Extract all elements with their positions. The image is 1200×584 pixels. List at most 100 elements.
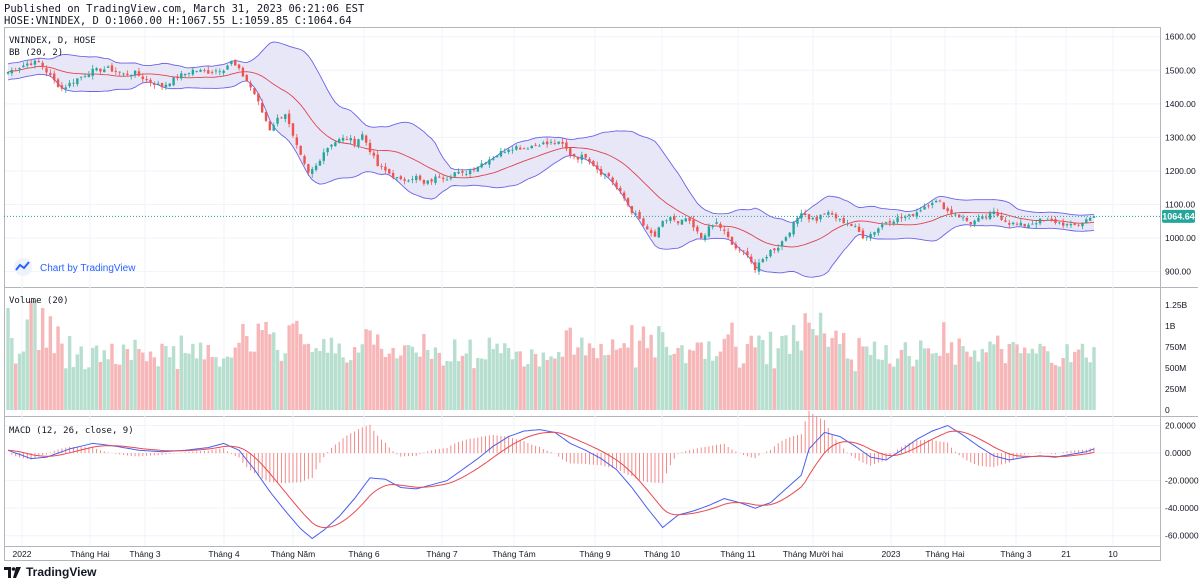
volume-legend[interactable]: Volume (20) <box>9 296 69 306</box>
volume-bar <box>919 340 923 410</box>
price-tick-label: 1300.00 <box>1165 132 1196 142</box>
candle-body <box>753 262 757 271</box>
volume-bar <box>114 363 118 410</box>
candle-body <box>415 175 418 181</box>
candle-body <box>168 83 171 87</box>
candle-body <box>884 222 888 223</box>
volume-bar <box>91 347 95 410</box>
volume-bar <box>221 358 226 410</box>
volume-bar <box>445 360 449 410</box>
time-tick-label: Tháng Mười hai <box>783 549 844 559</box>
volume-bar <box>1080 343 1085 410</box>
candle-body <box>807 214 811 220</box>
candle-body <box>584 153 587 158</box>
candle-body <box>865 236 868 238</box>
candle-body <box>326 148 329 153</box>
volume-bar <box>164 345 168 410</box>
volume-bar <box>915 359 919 410</box>
candle-body <box>453 172 456 177</box>
volume-bar <box>568 327 572 410</box>
symbol-legend[interactable]: VNINDEX, D, HOSE <box>9 36 96 46</box>
candle-body <box>869 234 872 239</box>
volume-bar <box>861 346 865 410</box>
volume-bar <box>67 336 72 410</box>
volume-bar <box>734 346 738 410</box>
volume-bar <box>468 339 472 410</box>
volume-bar <box>599 343 603 410</box>
candle-body <box>468 170 472 175</box>
volume-bar <box>241 324 245 410</box>
candle-body <box>226 65 229 70</box>
volume-bar <box>880 359 884 410</box>
volume-bar <box>996 335 1000 410</box>
candle-body <box>480 163 483 168</box>
time-tick-label: Tháng 3 <box>1000 549 1031 559</box>
volume-bar <box>1030 348 1035 410</box>
time-tick-label: Tháng 6 <box>348 549 379 559</box>
candle-body <box>1042 220 1046 221</box>
volume-bar <box>826 346 830 410</box>
volume-bar <box>64 368 68 410</box>
candle-body <box>361 134 364 140</box>
candle-body <box>950 209 953 214</box>
candle-body <box>780 241 784 247</box>
volume-bar <box>414 352 418 410</box>
volume-bar <box>768 331 773 410</box>
candle-body <box>815 217 818 221</box>
volume-bar <box>329 337 334 410</box>
candle-body <box>915 212 919 217</box>
candle-body <box>488 159 491 165</box>
candle-body <box>318 160 322 166</box>
volume-bar <box>1019 353 1023 410</box>
volume-bar <box>926 348 931 410</box>
volume-bar <box>491 349 495 410</box>
candle-body <box>518 147 522 150</box>
bb-legend[interactable]: BB (20, 2) <box>9 48 63 58</box>
volume-bar <box>387 353 391 410</box>
volume-bar <box>660 332 665 410</box>
candle-body <box>769 249 772 257</box>
candle-body <box>942 202 946 210</box>
candle-body <box>153 83 156 85</box>
candlestick-series <box>6 58 1096 275</box>
volume-bar <box>637 340 642 410</box>
candle-body <box>457 171 460 174</box>
candle-body <box>661 221 664 227</box>
volume-bar <box>1046 351 1050 410</box>
volume-bar <box>738 367 742 410</box>
candle-body <box>295 137 299 145</box>
volume-bar <box>657 326 661 410</box>
time-tick-label: 10 <box>1108 549 1118 559</box>
footer-brand[interactable]: TradingView <box>4 565 96 579</box>
volume-bar <box>237 342 241 410</box>
volume-bar <box>402 345 407 410</box>
volume-bar <box>33 300 37 410</box>
volume-bar <box>664 346 669 410</box>
candle-body <box>180 73 183 79</box>
candle-body <box>160 83 164 88</box>
volume-bar <box>614 349 619 410</box>
candle-body <box>854 226 857 227</box>
volume-bar <box>171 346 176 410</box>
macd-legend[interactable]: MACD (12, 26, close, 9) <box>9 426 134 436</box>
time-tick-label: Tháng 3 <box>129 549 160 559</box>
volume-bar <box>83 369 87 410</box>
candle-body <box>330 144 333 147</box>
candle-body <box>426 180 429 184</box>
candle-body <box>345 139 349 140</box>
price-tick-label: 1600.00 <box>1165 32 1196 42</box>
candle-body <box>103 69 106 73</box>
volume-bar <box>360 344 364 410</box>
tradingview-watermark[interactable]: Chart by TradingView <box>14 258 136 276</box>
candle-body <box>499 151 503 157</box>
volume-bar <box>776 348 780 410</box>
volume-bar <box>264 321 268 410</box>
volume-bar <box>368 330 372 410</box>
candle-body <box>1011 222 1015 225</box>
volume-bar <box>930 353 934 410</box>
candle-body <box>372 152 376 156</box>
candle-body <box>603 173 607 176</box>
volume-bar <box>1053 365 1058 410</box>
volume-bar <box>634 367 638 410</box>
